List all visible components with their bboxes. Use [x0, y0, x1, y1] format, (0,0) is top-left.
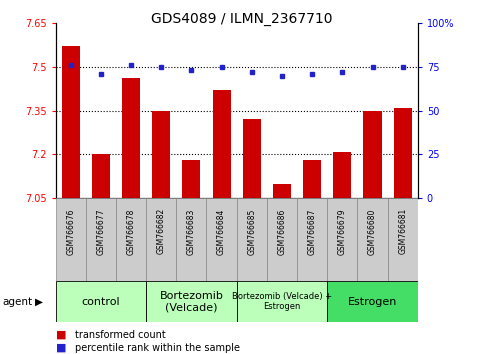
Bar	[364, 111, 382, 198]
Bar	[152, 111, 170, 198]
Bar	[92, 154, 110, 198]
Text: GSM766678: GSM766678	[127, 208, 136, 255]
Text: GDS4089 / ILMN_2367710: GDS4089 / ILMN_2367710	[151, 12, 332, 27]
Text: GSM766683: GSM766683	[187, 208, 196, 255]
Bar	[146, 198, 176, 281]
Bar	[297, 198, 327, 281]
Text: GSM766676: GSM766676	[66, 208, 75, 255]
Bar	[237, 281, 327, 322]
Text: GSM766681: GSM766681	[398, 208, 407, 255]
Bar	[213, 90, 231, 198]
Text: Bortezomib
(Velcade): Bortezomib (Velcade)	[159, 291, 223, 313]
Text: GSM766682: GSM766682	[156, 208, 166, 255]
Text: GSM766687: GSM766687	[308, 208, 317, 255]
Text: ■: ■	[56, 343, 66, 353]
Text: control: control	[82, 297, 120, 307]
Bar	[146, 281, 237, 322]
Text: percentile rank within the sample: percentile rank within the sample	[75, 343, 240, 353]
Bar	[357, 198, 388, 281]
Bar	[116, 198, 146, 281]
Bar	[56, 281, 146, 322]
Bar	[273, 184, 291, 198]
Bar	[327, 281, 418, 322]
Bar	[62, 46, 80, 198]
Bar	[176, 198, 207, 281]
Bar	[56, 198, 86, 281]
Bar	[183, 160, 200, 198]
Bar	[394, 108, 412, 198]
Bar	[327, 198, 357, 281]
Text: GSM766684: GSM766684	[217, 208, 226, 255]
Bar	[388, 198, 418, 281]
Text: ▶: ▶	[35, 297, 43, 307]
Text: ■: ■	[56, 330, 66, 339]
Text: Estrogen: Estrogen	[348, 297, 397, 307]
Bar	[267, 198, 297, 281]
Bar	[237, 198, 267, 281]
Bar	[86, 198, 116, 281]
Text: GSM766677: GSM766677	[96, 208, 105, 255]
Text: agent: agent	[2, 297, 32, 307]
Text: GSM766679: GSM766679	[338, 208, 347, 255]
Text: GSM766685: GSM766685	[247, 208, 256, 255]
Bar	[333, 152, 352, 198]
Text: Bortezomib (Velcade) +
Estrogen: Bortezomib (Velcade) + Estrogen	[232, 292, 332, 312]
Bar	[303, 160, 321, 198]
Text: transformed count: transformed count	[75, 330, 166, 339]
Text: GSM766680: GSM766680	[368, 208, 377, 255]
Bar	[207, 198, 237, 281]
Bar	[122, 79, 140, 198]
Text: GSM766686: GSM766686	[277, 208, 286, 255]
Bar	[242, 119, 261, 198]
